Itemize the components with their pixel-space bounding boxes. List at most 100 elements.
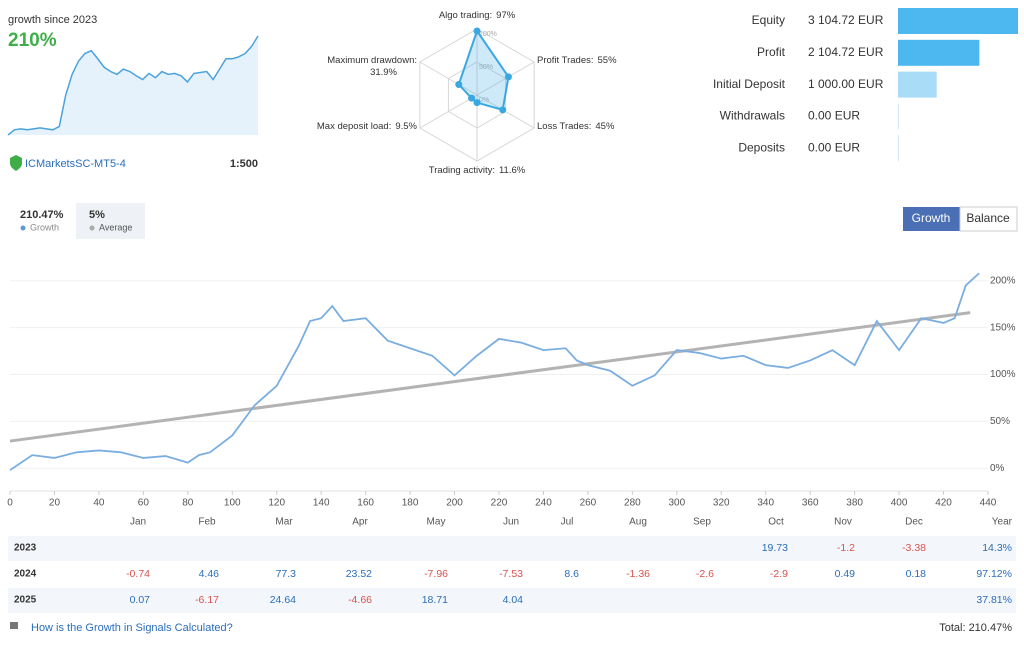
stat-label: Withdrawals [720,109,785,123]
table-cell: 24.64 [270,594,296,606]
table-header: Jan [130,517,146,528]
x-tick-label: 20 [49,498,61,509]
x-tick-label: 340 [757,498,774,509]
stat-label: Initial Deposit [713,77,786,91]
table-header: May [427,517,446,528]
table-cell: 18.71 [422,594,448,606]
radar-point [473,99,481,107]
radar-tick-label: 0% [479,97,489,104]
x-tick-label: 80 [182,498,194,509]
table-cell: -2.9 [770,568,788,580]
radar-point [473,27,481,35]
table-header: Jun [503,517,519,528]
table-row-bg [8,536,1016,561]
table-header: Aug [629,517,647,528]
x-tick-label: 260 [580,498,597,509]
x-tick-label: 40 [93,498,105,509]
stat-value: 1 000.00 EUR [808,77,884,91]
stat-label: Deposits [738,140,785,154]
tab-balance-label[interactable]: Balance [966,211,1010,225]
table-year: 2024 [14,569,37,580]
radar-label: Loss Trades: 45% [537,121,615,132]
growth-label: growth since 2023 [8,14,97,26]
growth-value: 210% [8,30,57,51]
table-header: Feb [198,517,216,528]
stat-value: 0.00 EUR [808,109,860,123]
radar-category: Trading activity: [429,165,495,176]
radar-category: Algo trading: [439,10,492,21]
tab-growth[interactable] [903,207,960,231]
table-cell: 0.49 [835,568,856,580]
table-cell: -1.36 [626,568,650,580]
radar-axis [419,94,478,129]
y-tick-label: 100% [990,369,1016,380]
table-header: Nov [834,517,852,528]
radar-value: 11.6% [499,165,526,176]
radar-value: 9.5% [395,121,417,132]
radar-point [504,73,512,81]
leverage: 1:500 [230,158,258,170]
table-row-bg [8,588,1016,613]
sparkline [7,35,259,136]
table-header: Jul [561,517,574,528]
table-cell: 0.07 [130,594,151,606]
radar-label: Algo trading: 97% [439,10,516,21]
x-tick-label: 180 [402,498,419,509]
stat-label: Equity [752,13,785,27]
series-line [9,311,971,443]
y-tick-label: 50% [990,416,1010,427]
radar-tick-label: 100% [479,31,497,38]
y-tick-label: 200% [990,275,1016,286]
stat-bar [898,135,899,162]
tab-balance[interactable] [959,206,1018,232]
y-tick-label: 0% [990,463,1005,474]
summary-average-label: Average [99,222,132,232]
table-cell: 14.3% [982,542,1012,554]
radar-label: Trading activity: 11.6% [429,165,526,176]
radar-category: Loss Trades: [537,121,591,132]
table-cell: -0.74 [126,568,150,580]
stat-bar [898,8,1018,34]
stat-value: 0.00 EUR [808,140,860,154]
x-tick-label: 160 [357,498,374,509]
x-tick-label: 60 [138,498,150,509]
x-tick-label: 380 [846,498,863,509]
table-cell: 8.6 [564,568,579,580]
table-cell: -3.38 [902,542,926,554]
x-tick-label: 300 [668,498,685,509]
x-tick-label: 120 [268,498,285,509]
table-cell: 23.52 [346,568,372,580]
table-cell: -2.6 [696,568,714,580]
table-cell: 37.81% [976,594,1012,606]
stat-value: 3 104.72 EUR [808,13,884,27]
x-tick-label: 200 [446,498,463,509]
table-header: Dec [905,517,923,528]
tab-growth-label[interactable]: Growth [912,211,951,225]
average-dot [89,225,95,231]
stat-bar [898,39,980,66]
radar-category: Max deposit load: [317,121,391,132]
table-cell: -7.53 [499,568,523,580]
table-year: 2023 [14,543,37,554]
x-tick-label: 0 [7,498,13,509]
radar-value: 31.9% [370,67,397,78]
broker[interactable]: ICMarketsSC-MT5-4 [25,158,126,170]
verified-icon [10,155,22,171]
x-tick-label: 280 [624,498,641,509]
growth-dot [20,225,26,231]
stat-value: 2 104.72 EUR [808,45,884,59]
radar-axis [419,61,478,96]
summary-growth-label: Growth [30,222,59,232]
table-header: Sep [693,517,711,528]
radar-point [499,106,507,114]
radar-tick-label: 50% [479,64,493,71]
table-year: 2025 [14,595,37,606]
radar-category: Profit Trades: [537,55,594,66]
table-header: Oct [768,517,784,528]
table-cell: 4.46 [199,568,220,580]
help-link[interactable]: How is the Growth in Signals Calculated? [31,622,233,634]
table-cell: -4.66 [348,594,372,606]
table-cell: 19.73 [762,542,788,554]
radar-point [455,80,463,88]
